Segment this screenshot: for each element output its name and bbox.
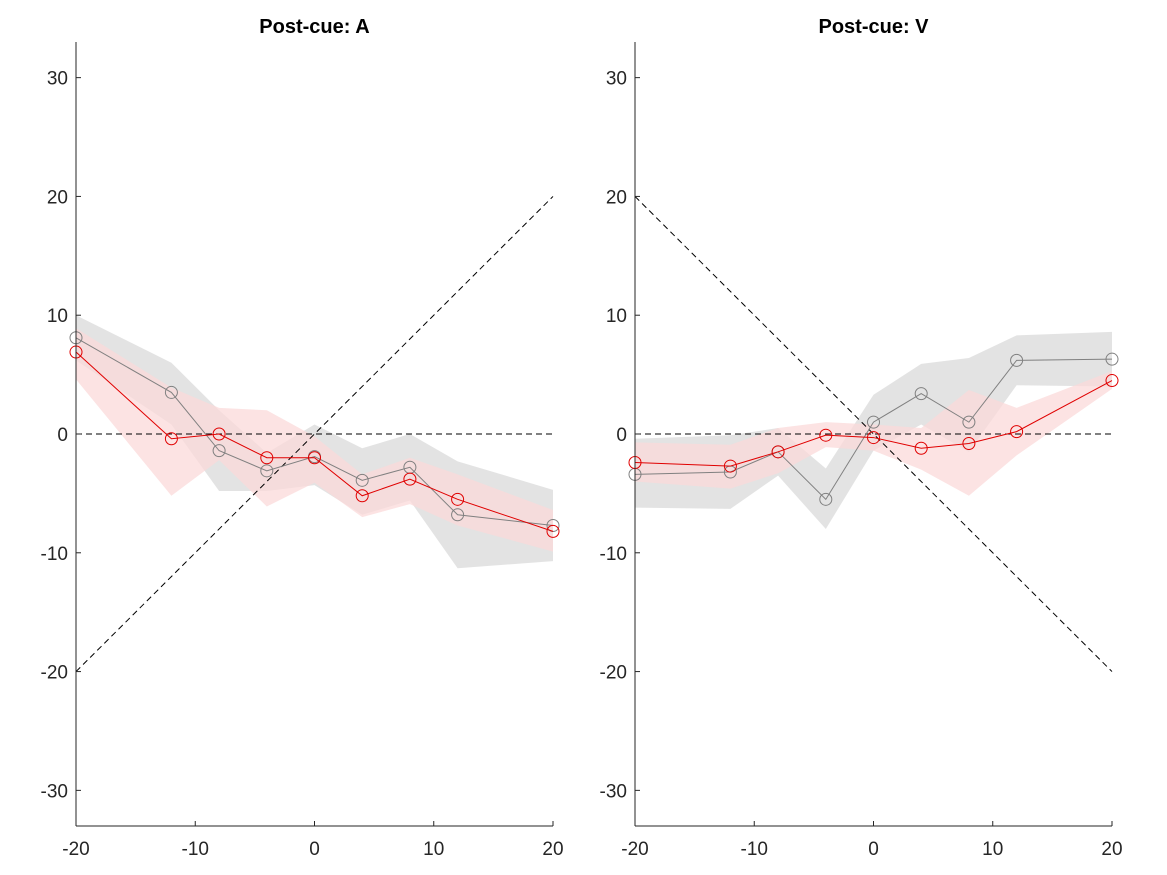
series-0-point [1105,352,1119,366]
series-1-point [308,451,321,465]
series-1-point [914,441,928,455]
series-1-point [819,428,833,442]
series-0-line [75,337,554,526]
identity-reference-line [75,196,554,672]
y-tick-label: -10 [41,544,68,565]
series-1-confidence-band [635,371,1112,496]
y-tick-label: 30 [606,69,627,90]
y-tick-label: -10 [600,544,627,565]
series-1-confidence-band [76,328,553,552]
series-1-point [546,524,560,538]
series-0-point [212,444,226,458]
series-0-point [1010,353,1024,367]
series-1-point [212,427,226,441]
y-tick-label: -20 [41,663,68,684]
y-tick-label: 30 [47,69,68,90]
x-tick-label: 10 [982,839,1003,860]
series-1-point [867,431,880,445]
x-tick-label: 20 [1101,839,1122,860]
series-1-point [260,451,274,465]
y-tick-label: 0 [616,425,627,446]
y-tick-label: 20 [47,187,68,208]
x-tick-label: -20 [62,839,89,860]
series-0-point [546,518,560,532]
x-tick-label: 0 [309,839,320,860]
y-tick-label: 0 [57,425,68,446]
series-1-point [1105,374,1119,388]
series-0-point [962,415,976,429]
series-1-line [634,380,1113,467]
series-0-point [164,385,178,399]
x-tick-label: 0 [868,839,879,860]
series-0-point [914,387,928,401]
chart-title: Post-cue: A [259,16,369,38]
x-tick-label: -10 [741,839,768,860]
series-0-point [260,464,274,478]
x-tick-label: 20 [542,839,563,860]
series-1-point [771,445,785,459]
chart-title: Post-cue: V [818,16,929,38]
y-tick-label: -20 [600,663,627,684]
x-tick-label: -10 [182,839,209,860]
y-tick-label: 10 [606,306,627,327]
series-1-point [451,492,465,506]
panel-post-cue-v: -30 -20 -10 0 10 20 30 -20 -10 0 10 20 Post-cue: V [600,16,1123,860]
series-1-point [723,459,737,473]
series-1-line [75,351,554,532]
series-1-point [403,472,417,486]
series-1-point [962,437,976,451]
series-1-point [164,432,178,446]
panel-post-cue-a: -30 -20 -10 0 10 20 30 -20 -10 0 10 20 Post-cue: A [41,16,564,860]
series-0-line [634,358,1113,501]
series-0-point [819,492,833,506]
anti-identity-reference-line [634,196,1113,672]
y-tick-label: 20 [606,187,627,208]
x-tick-label: -20 [621,839,648,860]
series-1-point [1010,425,1024,439]
series-0-point [355,473,369,487]
x-tick-label: 10 [423,839,444,860]
series-0-point [451,508,465,522]
y-tick-label: -30 [600,781,627,802]
series-0-point [867,415,880,429]
series-1-point [355,489,369,503]
y-tick-label: 10 [47,306,68,327]
y-tick-label: -30 [41,781,68,802]
